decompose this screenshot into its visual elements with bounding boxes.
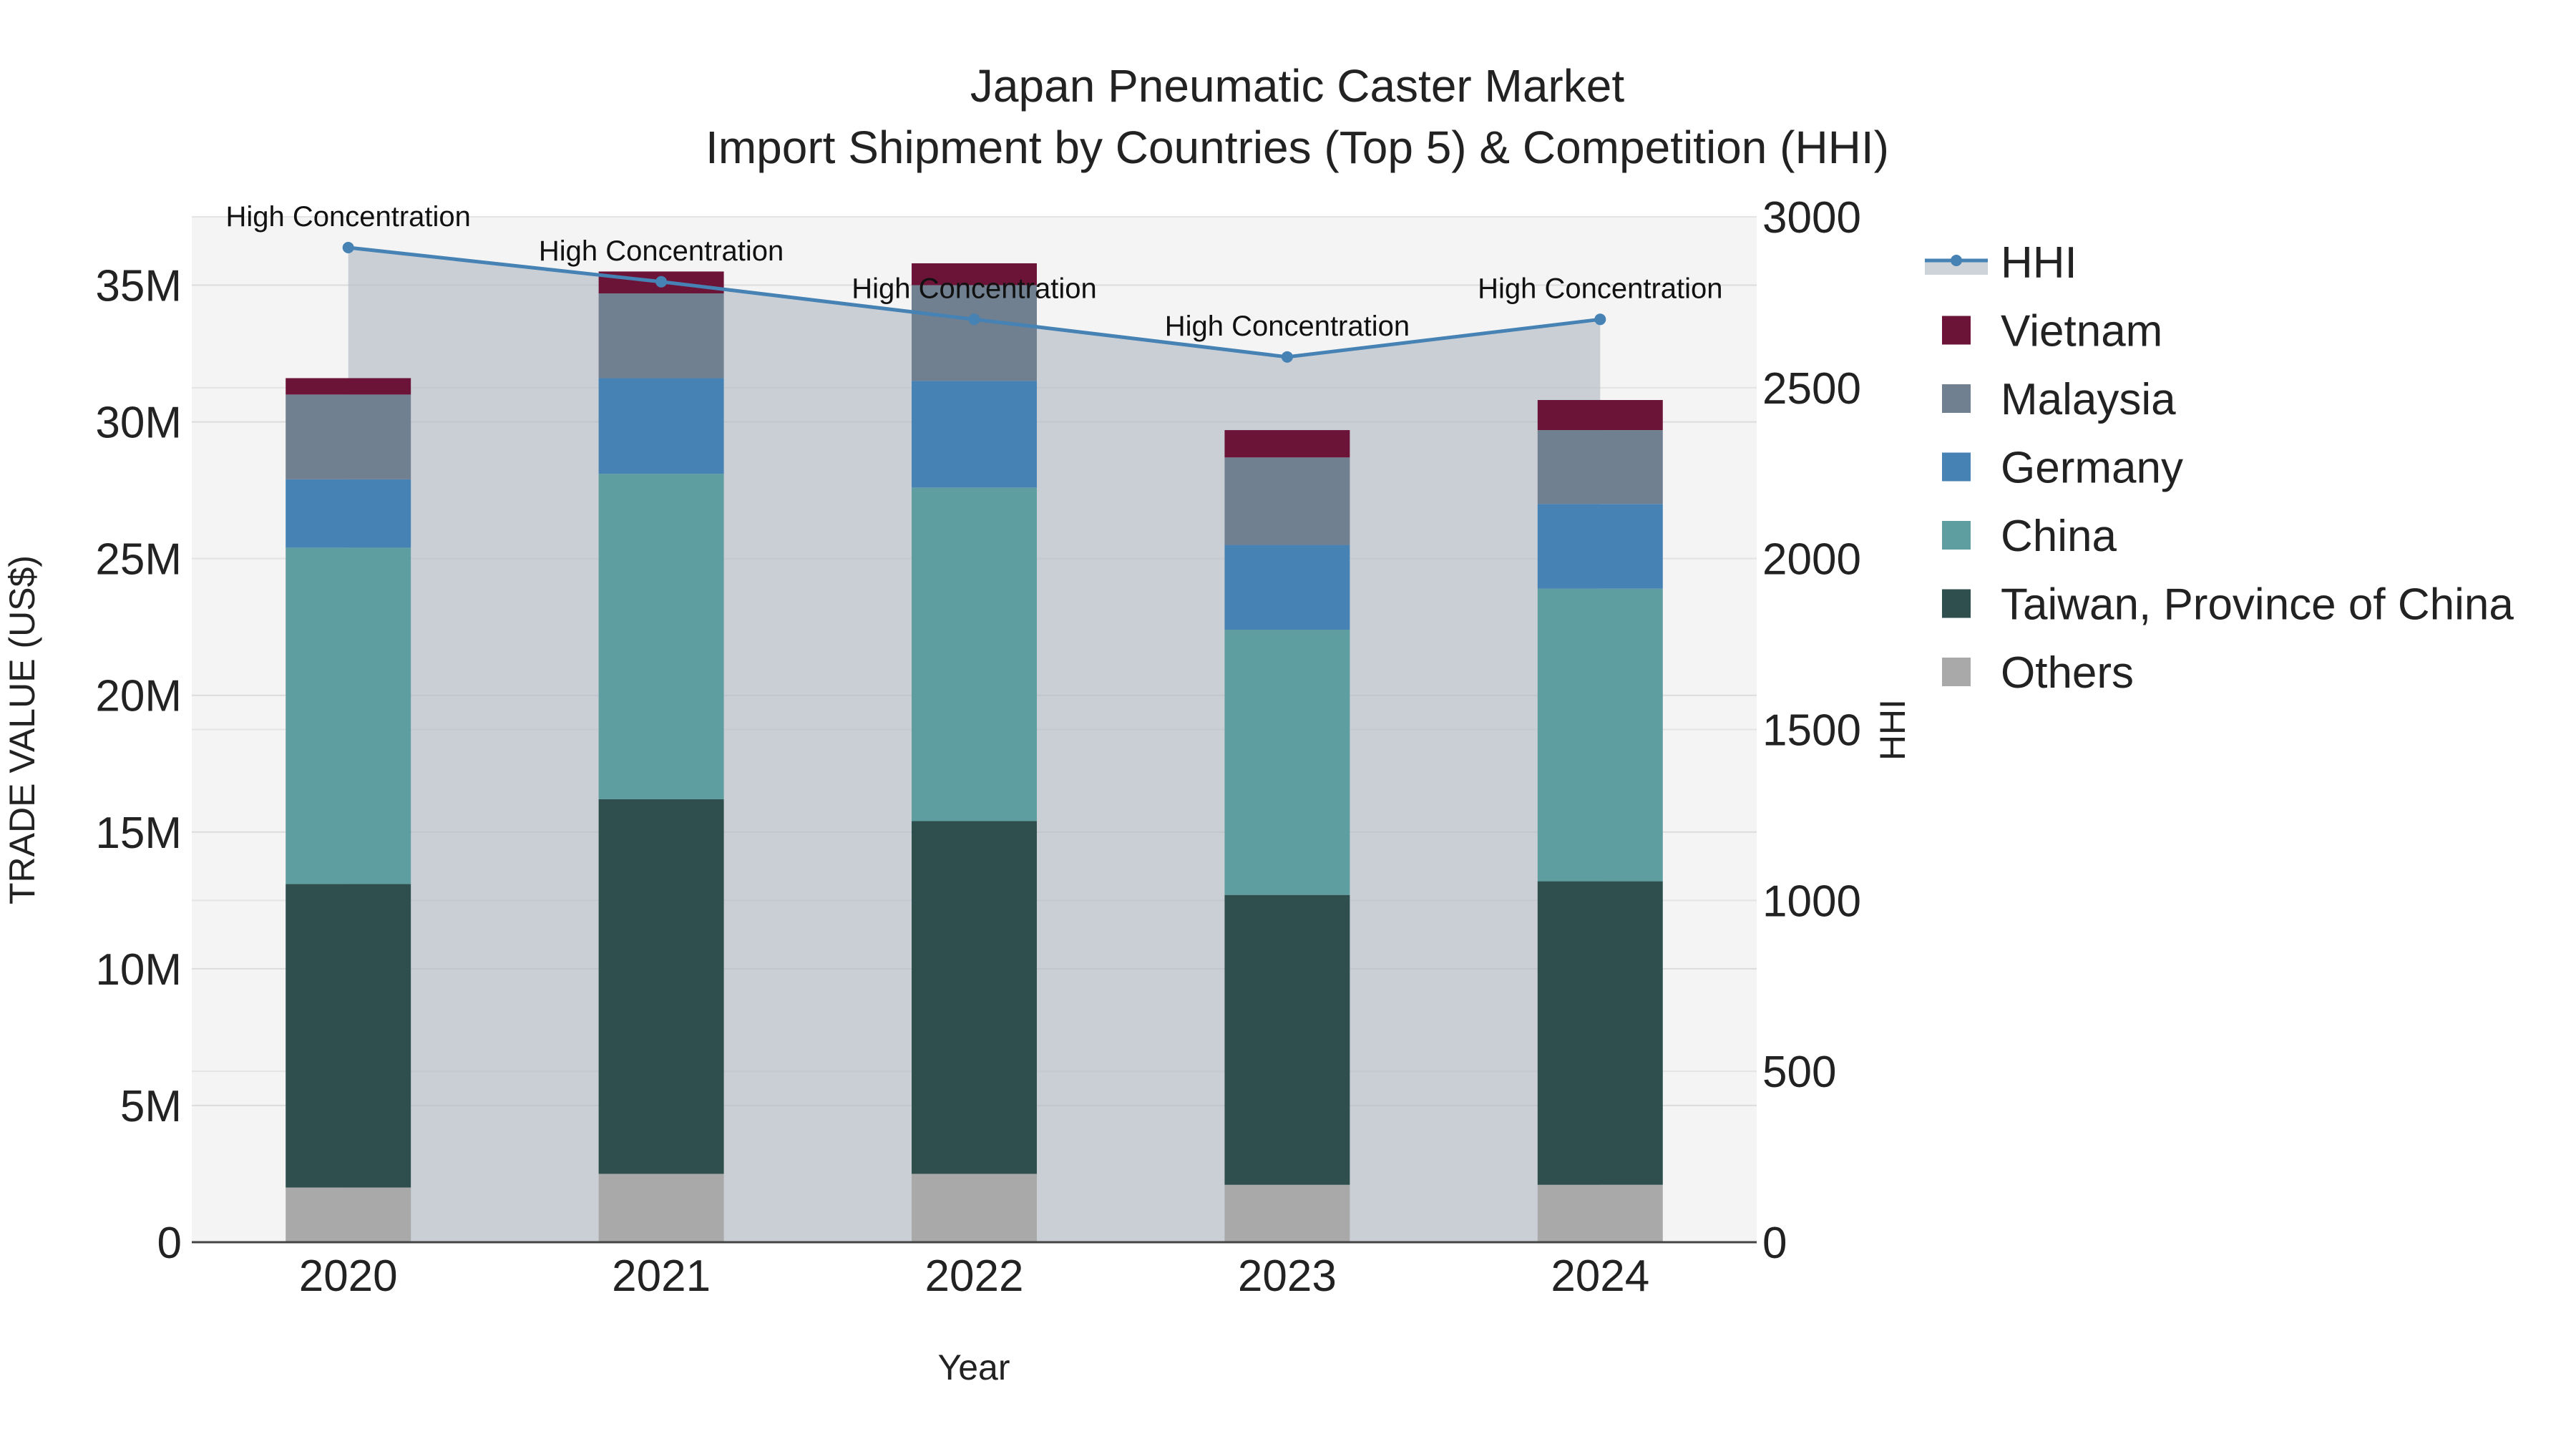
bar-taiwan-province-of-china-2021[interactable] [598,799,724,1174]
y-tick-label: 5M [120,1082,182,1131]
bar-germany-2022[interactable] [912,381,1037,488]
bar-china-2023[interactable] [1224,630,1350,895]
y-axis-right: 0 500 1000 1500 2000 2500 3000 [1762,193,1861,1268]
legend-swatch-hhi-marker [1951,255,1962,266]
legend-item-hhi[interactable]: HHI [1925,238,2077,288]
y2-tick-label: 1500 [1762,706,1861,756]
y-tick-label: 10M [95,945,182,995]
bar-vietnam-2023[interactable] [1224,430,1350,458]
hhi-annotation-2022: High Concentration [852,273,1096,304]
bar-vietnam-2020[interactable] [286,378,411,395]
hhi-annotation-2024: High Concentration [1478,273,1722,304]
legend-swatch-hhi-area [1925,259,1988,275]
legend-label-hhi: HHI [2001,238,2077,288]
bar-china-2024[interactable] [1537,588,1663,882]
y2-tick-label: 2500 [1762,364,1861,414]
y-tick-label: 15M [95,809,182,858]
legend-label-china: China [2001,512,2117,561]
bar-others-2021[interactable] [598,1174,724,1242]
y2-tick-label: 1000 [1762,877,1861,926]
bar-malaysia-2023[interactable] [1224,457,1350,545]
legend-swatch-vietnam [1942,316,1971,345]
bar-others-2020[interactable] [286,1187,411,1242]
y-tick-label: 20M [95,672,182,721]
x-axis-title: Year [937,1347,1010,1387]
legend-label-vietnam: Vietnam [2001,307,2162,356]
hhi-line [342,241,1606,363]
hhi-point-2020[interactable] [342,241,354,253]
bar-germany-2020[interactable] [286,479,411,548]
bar-taiwan-province-of-china-2020[interactable] [286,884,411,1188]
bar-china-2022[interactable] [912,487,1037,821]
y-axis-title: TRADE VALUE (US$) [2,555,42,904]
y2-tick-label: 2000 [1762,535,1861,585]
bar-malaysia-2020[interactable] [286,394,411,479]
legend-item-vietnam[interactable]: Vietnam [1942,307,2162,356]
hhi-point-2024[interactable] [1594,313,1606,326]
x-tick-label-2021: 2021 [612,1252,711,1301]
legend-label-others: Others [2001,648,2134,698]
y2-tick-label: 500 [1762,1048,1836,1097]
x-tick-label-2023: 2023 [1238,1252,1337,1301]
legend-swatch-china [1942,521,1971,550]
y-axis-left: 0 5M 10M 15M 20M 25M 30M 35M [95,262,182,1268]
legend-label-malaysia: Malaysia [2001,375,2176,424]
bar-germany-2024[interactable] [1537,504,1663,589]
y2-tick-label: 0 [1762,1219,1787,1268]
bar-vietnam-2024[interactable] [1537,400,1663,431]
bar-others-2024[interactable] [1537,1184,1663,1242]
legend-item-germany[interactable]: Germany [1942,444,2183,493]
hhi-annotation-2023: High Concentration [1165,311,1410,342]
bar-vietnam-2022[interactable] [912,263,1037,286]
bar-others-2023[interactable] [1224,1184,1350,1242]
bars [286,263,1663,1242]
legend-item-malaysia[interactable]: Malaysia [1942,375,2176,424]
hhi-point-2021[interactable] [655,275,668,288]
bar-germany-2023[interactable] [1224,545,1350,630]
bar-china-2021[interactable] [598,474,724,799]
legend-item-others[interactable]: Others [1942,648,2134,698]
legend-swatch-germany [1942,452,1971,482]
hhi-point-2023[interactable] [1281,351,1293,363]
bar-taiwan-province-of-china-2024[interactable] [1537,881,1663,1185]
chart-title-line-1: Japan Pneumatic Caster Market [970,60,1624,112]
y-tick-label: 0 [157,1219,182,1268]
bar-malaysia-2024[interactable] [1537,430,1663,504]
bar-china-2020[interactable] [286,547,411,884]
bar-others-2022[interactable] [912,1174,1037,1242]
y-tick-label: 35M [95,262,182,311]
legend-label-taiwan-province-of-china: Taiwan, Province of China [2001,580,2514,630]
bar-malaysia-2022[interactable] [912,285,1037,381]
bar-taiwan-province-of-china-2022[interactable] [912,821,1037,1174]
legend-swatch-others [1942,658,1971,686]
hhi-annotation-2020: High Concentration [225,201,470,233]
x-axis: 2020 2021 2022 2023 2024 [299,1252,1650,1301]
x-tick-label-2022: 2022 [925,1252,1024,1301]
annotations: High Concentration High Concentration High… [225,201,1722,342]
bar-germany-2021[interactable] [598,378,724,474]
legend-swatch-taiwan-province-of-china [1942,589,1971,618]
chart-title-line-2: Import Shipment by Countries (Top 5) & C… [706,122,1889,173]
legend[interactable]: HHI Vietnam Malaysia Germany China Taiwan, Pr… [1925,238,2514,698]
bar-malaysia-2021[interactable] [598,293,724,379]
legend-label-germany: Germany [2001,444,2183,493]
legend-swatch-malaysia [1942,384,1971,413]
y2-tick-label: 3000 [1762,193,1861,243]
x-tick-label-2024: 2024 [1551,1252,1649,1301]
y-tick-label: 25M [95,535,182,585]
bar-taiwan-province-of-china-2023[interactable] [1224,894,1350,1185]
hhi-annotation-2021: High Concentration [539,235,784,267]
x-tick-label-2020: 2020 [299,1252,398,1301]
y-tick-label: 30M [95,399,182,448]
y2-axis-title: HHI [1873,699,1913,761]
hhi-point-2022[interactable] [968,313,980,326]
legend-item-taiwan-province-of-china[interactable]: Taiwan, Province of China [1942,580,2514,630]
legend-item-china[interactable]: China [1942,512,2117,561]
